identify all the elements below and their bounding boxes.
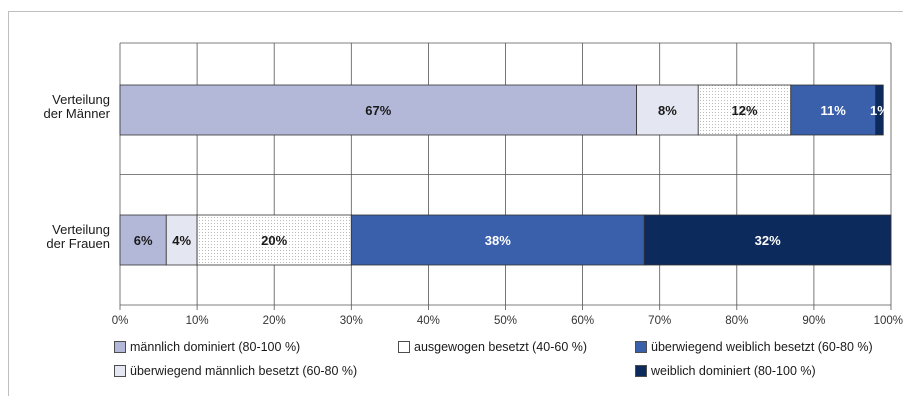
x-tick-label: 20% <box>263 315 286 327</box>
bar-segment <box>350 214 645 266</box>
x-tick-label: 10% <box>186 315 209 327</box>
legend-label: ausgewogen besetzt (40-60 %) <box>414 340 588 354</box>
frame-border-left <box>8 11 9 396</box>
legend-item: weiblich dominiert (80-100 %) <box>635 364 816 378</box>
legend-swatch <box>398 341 410 353</box>
legend-item: männlich dominiert (80-100 %) <box>114 340 300 354</box>
data-label: 12% <box>731 103 757 118</box>
bar-segment <box>196 214 352 266</box>
legend-swatch <box>635 341 647 353</box>
category-label: Verteilung <box>52 222 110 237</box>
legend-item: überwiegend männlich besetzt (60-80 %) <box>114 364 357 378</box>
category-label: der Männer <box>44 106 111 121</box>
data-label: 6% <box>134 233 153 248</box>
legend-label: weiblich dominiert (80-100 %) <box>651 364 816 378</box>
bar-segment <box>790 84 876 136</box>
bar-segment <box>643 214 892 266</box>
x-tick-label: 0% <box>112 315 129 327</box>
x-tick-label: 70% <box>648 315 671 327</box>
bar-segment <box>697 84 792 136</box>
legend-swatch <box>114 341 126 353</box>
x-tick-label: 30% <box>340 315 363 327</box>
data-label: 67% <box>365 103 391 118</box>
x-tick-label: 100% <box>874 315 903 327</box>
bar-segment <box>165 214 198 266</box>
data-label: 8% <box>658 103 677 118</box>
x-tick-label: 60% <box>571 315 594 327</box>
data-label: 38% <box>485 233 511 248</box>
x-tick-label: 80% <box>725 315 748 327</box>
x-tick-label: 50% <box>494 315 517 327</box>
legend-swatch <box>635 365 647 377</box>
legend-label: überwiegend weiblich besetzt (60-80 %) <box>651 340 873 354</box>
frame-border-top <box>8 11 903 12</box>
legend-label: männlich dominiert (80-100 %) <box>130 340 301 354</box>
data-label: 4% <box>172 233 191 248</box>
data-label: 20% <box>261 233 287 248</box>
data-label: 32% <box>755 233 781 248</box>
category-label: der Frauen <box>46 236 110 251</box>
data-label: 1% <box>870 103 889 118</box>
data-label: 11% <box>821 103 847 118</box>
category-label: Verteilung <box>52 92 110 107</box>
x-tick-label: 90% <box>802 315 825 327</box>
bar-segment <box>119 84 637 136</box>
legend-swatch <box>114 365 126 377</box>
legend-label: überwiegend männlich besetzt (60-80 %) <box>130 364 358 378</box>
legend-item: ausgewogen besetzt (40-60 %) <box>398 340 587 354</box>
bar-segment <box>119 214 167 266</box>
bar-segment <box>875 84 884 136</box>
x-tick-label: 40% <box>417 315 440 327</box>
bar-segment <box>636 84 699 136</box>
legend-item: überwiegend weiblich besetzt (60-80 %) <box>635 340 873 354</box>
